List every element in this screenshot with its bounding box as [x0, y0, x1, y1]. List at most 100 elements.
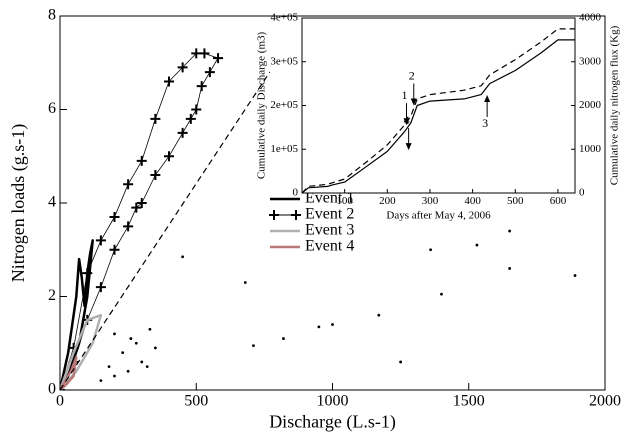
data-point	[148, 327, 152, 331]
data-point	[243, 281, 247, 284]
legend-marker	[269, 210, 279, 220]
x-tick-label: 2000	[589, 393, 621, 410]
x-tick-label: 500	[184, 393, 208, 410]
y-tick-label: 8	[48, 7, 56, 24]
plus-marker	[136, 198, 147, 208]
y2-tick-label: 1000	[579, 143, 602, 155]
x-axis-label: Days after May 4, 2006	[386, 210, 491, 222]
x-axis-label: Discharge (L.s-1)	[269, 412, 396, 433]
plus-marker	[95, 282, 106, 293]
plot-marks	[60, 48, 577, 390]
plus-marker	[213, 53, 224, 64]
plus-marker	[164, 151, 174, 162]
data-point	[134, 341, 138, 345]
plus-marker	[199, 48, 210, 59]
data-point	[508, 267, 512, 270]
data-point	[145, 365, 149, 369]
plus-marker	[150, 113, 161, 124]
annotation-text: 3	[482, 116, 488, 130]
series-line	[60, 53, 219, 390]
data-point	[113, 332, 116, 336]
x-tick-label: 400	[464, 195, 481, 207]
arrow-head	[410, 98, 417, 106]
x-tick-label: 600	[550, 195, 567, 207]
legend-marker	[291, 210, 301, 220]
plot-marks	[302, 28, 575, 193]
x-tick-label: 0	[56, 393, 64, 410]
y-tick-label: 0	[48, 381, 56, 398]
data-point	[252, 344, 255, 347]
data-point	[429, 248, 432, 252]
dashed-line	[60, 71, 271, 390]
x-tick-label: 300	[422, 195, 439, 207]
data-point	[475, 243, 479, 247]
plus-marker	[131, 202, 142, 213]
series-line	[60, 356, 78, 390]
plus-marker	[164, 76, 174, 87]
legend-label: Event 4	[305, 238, 354, 255]
plus-marker	[185, 113, 196, 124]
plus-marker	[177, 62, 188, 73]
data-point	[153, 346, 157, 350]
plus-marker	[136, 155, 147, 166]
plot-area	[302, 18, 575, 193]
data-point	[399, 360, 403, 364]
annotation-text: 2	[409, 68, 415, 82]
plus-marker	[123, 221, 134, 232]
plot-frame	[59, 15, 606, 391]
y-axis-label: Nitrogen loads (g.s-1)	[8, 124, 29, 282]
x-tick-label: 1500	[453, 393, 485, 410]
annotation-text: 1	[402, 88, 408, 102]
x-tick-label: 100	[336, 195, 353, 207]
y-tick-label: 6	[48, 100, 56, 117]
plus-marker	[95, 235, 106, 246]
y2-tick-label: 0	[579, 187, 585, 199]
plus-marker	[150, 169, 161, 180]
legend-label: Event 1	[305, 190, 354, 207]
annotation-text: 4	[404, 113, 410, 127]
plus-marker	[196, 81, 207, 92]
y-tick-label: 4e+05	[270, 12, 298, 24]
dashed-line	[302, 28, 575, 193]
arrow-head	[484, 95, 491, 102]
y2-axis-label: Cumulative daily nitrogen flux (Kg)	[609, 25, 621, 185]
x-tick-label: 200	[379, 195, 396, 207]
legend-label: Event 3	[305, 222, 354, 239]
data-point	[129, 337, 133, 340]
data-point	[377, 313, 381, 317]
y-tick-label: 2e+05	[270, 99, 298, 111]
data-point	[113, 374, 116, 378]
data-point	[508, 229, 512, 233]
data-point	[107, 365, 111, 369]
plus-marker	[123, 179, 134, 190]
plus-marker	[109, 244, 120, 255]
data-point	[181, 255, 185, 259]
y2-tick-label: 4000	[579, 12, 602, 24]
y-tick-label: 3e+05	[270, 55, 298, 67]
y2-tick-label: 3000	[579, 55, 602, 67]
data-point	[140, 360, 144, 364]
plus-marker	[177, 127, 188, 138]
x-tick-label: 500	[507, 195, 524, 207]
data-point	[440, 292, 443, 296]
data-point	[282, 337, 285, 340]
arrow-head	[403, 118, 410, 126]
data-point	[99, 379, 103, 383]
data-point	[126, 369, 130, 373]
plus-marker	[191, 104, 202, 115]
data-point	[331, 323, 334, 326]
data-point	[573, 274, 577, 277]
y-tick-label: 1e+05	[270, 143, 298, 155]
y2-tick-label: 2000	[579, 99, 602, 111]
x-tick-label: 1000	[317, 393, 349, 410]
legend-label: Event 2	[305, 206, 354, 223]
plus-marker	[82, 268, 93, 279]
plus-marker	[204, 67, 215, 78]
plot-frame	[301, 17, 576, 194]
y-tick-label: 2	[48, 287, 56, 304]
y-tick-label: 4	[48, 194, 56, 211]
y-tick-label: 0	[293, 187, 299, 199]
data-point	[317, 325, 321, 329]
plus-marker	[109, 212, 120, 223]
